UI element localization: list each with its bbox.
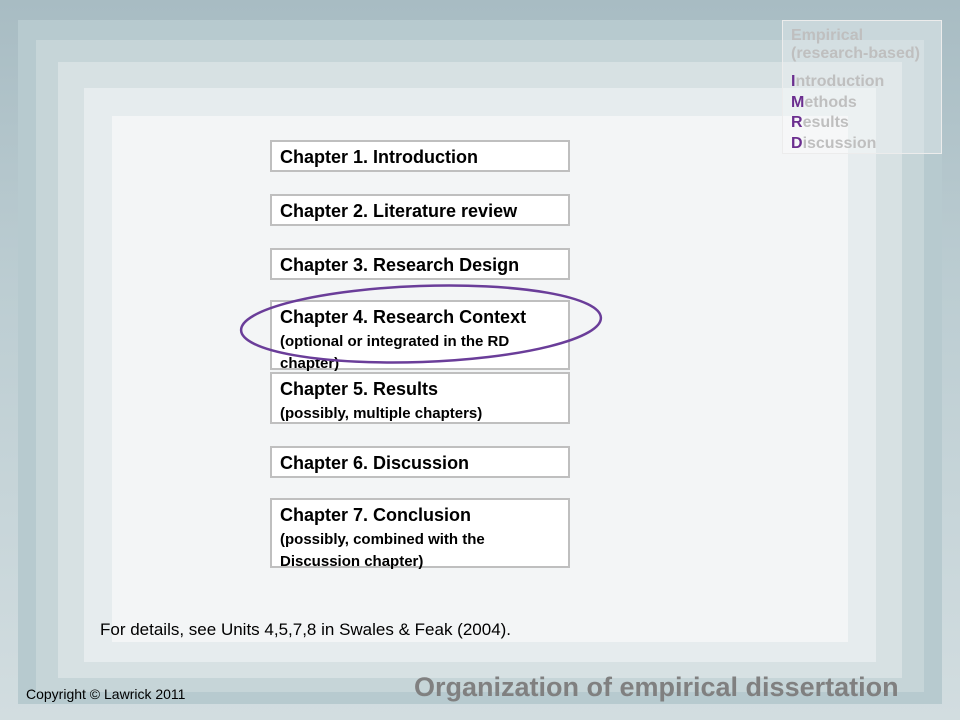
sidebar-heading-line1: Empirical — [791, 27, 933, 45]
imrd-rest: ntroduction — [795, 73, 884, 90]
chapter-box-4: Chapter 4. Research Context (optional or… — [270, 300, 570, 370]
imrd-rest: ethods — [804, 94, 856, 111]
chapter-box-7: Chapter 7. Conclusion (possibly, combine… — [270, 498, 570, 568]
chapter-box-5: Chapter 5. Results (possibly, multiple c… — [270, 372, 570, 424]
chapter-box-6: Chapter 6. Discussion — [270, 446, 570, 478]
chapter-title: Chapter 6. Discussion — [280, 453, 469, 473]
imrd-item-methods: Methods — [791, 93, 933, 114]
chapter-box-2: Chapter 2. Literature review — [270, 194, 570, 226]
imrd-rest: esults — [803, 114, 849, 131]
imrd-first-letter: R — [791, 114, 803, 131]
chapter-title: Chapter 7. Conclusion — [280, 505, 471, 525]
chapter-subtitle: (possibly, multiple chapters) — [280, 405, 482, 422]
slide-background: Chapter 1. Introduction Chapter 2. Liter… — [0, 0, 960, 720]
imrd-item-results: Results — [791, 113, 933, 134]
chapter-title: Chapter 5. Results — [280, 379, 438, 399]
sidebar-heading-line2: (research-based) — [791, 45, 933, 63]
imrd-rest: iscussion — [803, 135, 877, 152]
slide-title: Organization of empirical dissertation — [414, 672, 899, 703]
chapter-box-1: Chapter 1. Introduction — [270, 140, 570, 172]
footnote-text: For details, see Units 4,5,7,8 in Swales… — [100, 620, 511, 640]
chapter-title: Chapter 4. Research Context — [280, 307, 526, 327]
imrd-sidebar: Empirical (research-based) Introduction … — [782, 20, 942, 154]
imrd-first-letter: M — [791, 94, 804, 111]
chapter-title: Chapter 2. Literature review — [280, 201, 517, 221]
chapter-title: Chapter 1. Introduction — [280, 147, 478, 167]
chapter-subtitle: (possibly, combined with the Discussion … — [280, 531, 485, 571]
imrd-item-discussion: Discussion — [791, 134, 933, 155]
copyright-text: Copyright © Lawrick 2011 — [26, 686, 185, 702]
chapter-title: Chapter 3. Research Design — [280, 255, 519, 275]
chapter-subtitle: (optional or integrated in the RD chapte… — [280, 333, 509, 373]
chapter-box-3: Chapter 3. Research Design — [270, 248, 570, 280]
imrd-item-introduction: Introduction — [791, 72, 933, 93]
imrd-first-letter: D — [791, 135, 803, 152]
